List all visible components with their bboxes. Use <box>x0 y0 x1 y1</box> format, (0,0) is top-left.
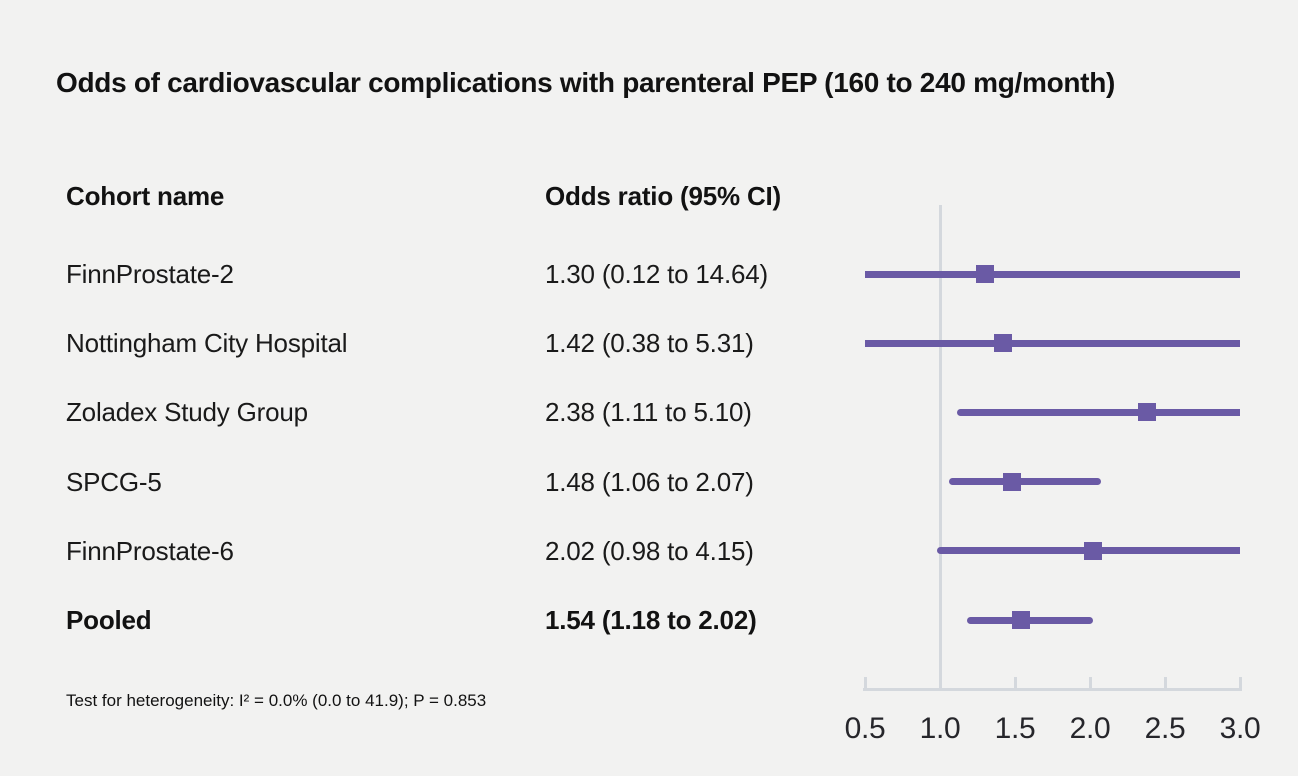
x-axis-tick-label: 2.5 <box>1144 712 1186 745</box>
cohort-label: SPCG-5 <box>66 466 162 497</box>
cohort-name-header: Cohort name <box>66 181 225 211</box>
x-axis-tick-label: 2.0 <box>1069 712 1111 745</box>
estimate-marker <box>1003 472 1021 491</box>
odds-ratio-value: 1.48 (1.06 to 2.07) <box>545 466 754 497</box>
odds-ratio-value: 2.38 (1.11 to 5.10) <box>545 397 752 428</box>
odds-ratio-value: 2.02 (0.98 to 4.15) <box>545 535 754 566</box>
x-axis-tick <box>1163 677 1167 690</box>
confidence-interval-line <box>865 270 1240 278</box>
reference-line-1 <box>938 205 942 691</box>
estimate-marker <box>994 334 1012 353</box>
x-axis-tick-label: 1.0 <box>919 712 961 745</box>
cohort-label: Pooled <box>66 605 152 635</box>
cohort-label: Zoladex Study Group <box>66 397 308 428</box>
x-axis-tick <box>1238 677 1242 690</box>
x-axis-line <box>863 688 1242 691</box>
odds-ratio-value: 1.30 (0.12 to 14.64) <box>545 259 768 289</box>
x-axis-tick <box>1013 677 1017 690</box>
chart-title: Odds of cardiovascular complications wit… <box>56 67 1116 98</box>
estimate-marker <box>1012 611 1030 629</box>
cohort-label: FinnProstate-6 <box>66 535 234 566</box>
x-axis-tick <box>1088 677 1092 690</box>
odds-ratio-value: 1.54 (1.18 to 2.02) <box>545 605 757 635</box>
estimate-marker <box>1138 403 1156 422</box>
confidence-interval-line <box>865 339 1240 347</box>
odds-ratio-value: 1.42 (0.38 to 5.31) <box>545 328 754 359</box>
heterogeneity-note: Test for heterogeneity: I² = 0.0% (0.0 t… <box>66 691 487 710</box>
confidence-interval-line <box>949 478 1101 486</box>
cohort-label: Nottingham City Hospital <box>66 328 348 359</box>
estimate-marker <box>976 265 994 283</box>
confidence-interval-line <box>967 616 1093 624</box>
x-axis-tick-label: 0.5 <box>844 712 886 745</box>
estimate-marker <box>1084 541 1102 560</box>
x-axis-tick <box>863 677 867 690</box>
odds-ratio-header: Odds ratio (95% CI) <box>545 181 782 211</box>
x-axis-tick-label: 1.5 <box>994 712 1036 745</box>
x-axis-tick-label: 3.0 <box>1219 712 1261 745</box>
cohort-label: FinnProstate-2 <box>66 259 234 289</box>
confidence-interval-line <box>956 408 1240 416</box>
